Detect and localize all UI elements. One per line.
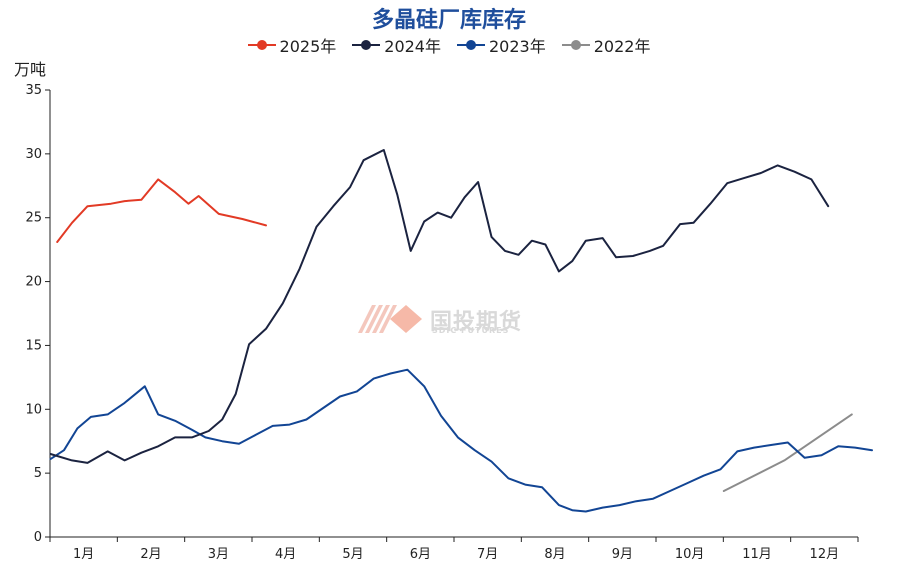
x-tick-label: 7月 — [477, 547, 498, 562]
watermark-en: SDIC FUTURES — [432, 326, 510, 335]
legend-item-2023: 2023年 — [457, 33, 546, 57]
legend-label-2022: 2022年 — [593, 37, 651, 56]
y-tick-label: 35 — [25, 83, 42, 98]
x-tick-label: 3月 — [208, 547, 229, 562]
series-line-2025 — [56, 178, 267, 243]
legend-item-2025: 2025年 — [247, 33, 337, 57]
legend-swatch-2024 — [352, 39, 381, 51]
sdic-logo-icon — [358, 305, 422, 333]
series-line-2024 — [49, 149, 830, 464]
y-tick-label: 20 — [25, 275, 42, 290]
legend-label-2024: 2024年 — [384, 37, 441, 56]
x-tick-label: 8月 — [544, 547, 565, 562]
y-tick-label: 25 — [25, 211, 42, 226]
legend-item-2022: 2022年 — [561, 33, 651, 57]
x-tick-label: 4月 — [275, 547, 296, 562]
legend-swatch-2022 — [561, 39, 590, 51]
legend-label-2025: 2025年 — [279, 37, 337, 56]
x-tick-label: 11月 — [742, 547, 772, 562]
legend-swatch-2023 — [457, 39, 485, 51]
legend-label-2023: 2023年 — [489, 37, 546, 56]
x-tick-label: 1月 — [73, 547, 94, 562]
watermark-cn: 国投期货 — [430, 310, 523, 335]
series-line-2022 — [722, 413, 853, 492]
y-tick-label: 10 — [25, 402, 42, 417]
x-tick-label: 10月 — [675, 547, 705, 562]
x-tick-label: 2月 — [140, 547, 161, 562]
y-tick-label: 30 — [25, 147, 42, 162]
x-tick-label: 9月 — [612, 547, 633, 562]
y-axis-unit: 万吨 — [14, 60, 47, 79]
y-tick-label: 15 — [25, 338, 42, 353]
chart-legend: 2025年 2024年 2023年 2022年 — [0, 33, 898, 57]
x-tick-label: 12月 — [810, 547, 840, 562]
x-tick-label: 5月 — [342, 547, 363, 562]
x-tick-label: 6月 — [410, 547, 431, 562]
y-tick-label: 5 — [34, 466, 42, 481]
chart-title: 多晶硅厂库库存 — [371, 8, 526, 33]
legend-swatch-2025 — [247, 39, 276, 51]
y-tick-label: 0 — [34, 530, 42, 545]
series-line-2023 — [49, 368, 873, 513]
legend-item-2024: 2024年 — [352, 33, 441, 57]
